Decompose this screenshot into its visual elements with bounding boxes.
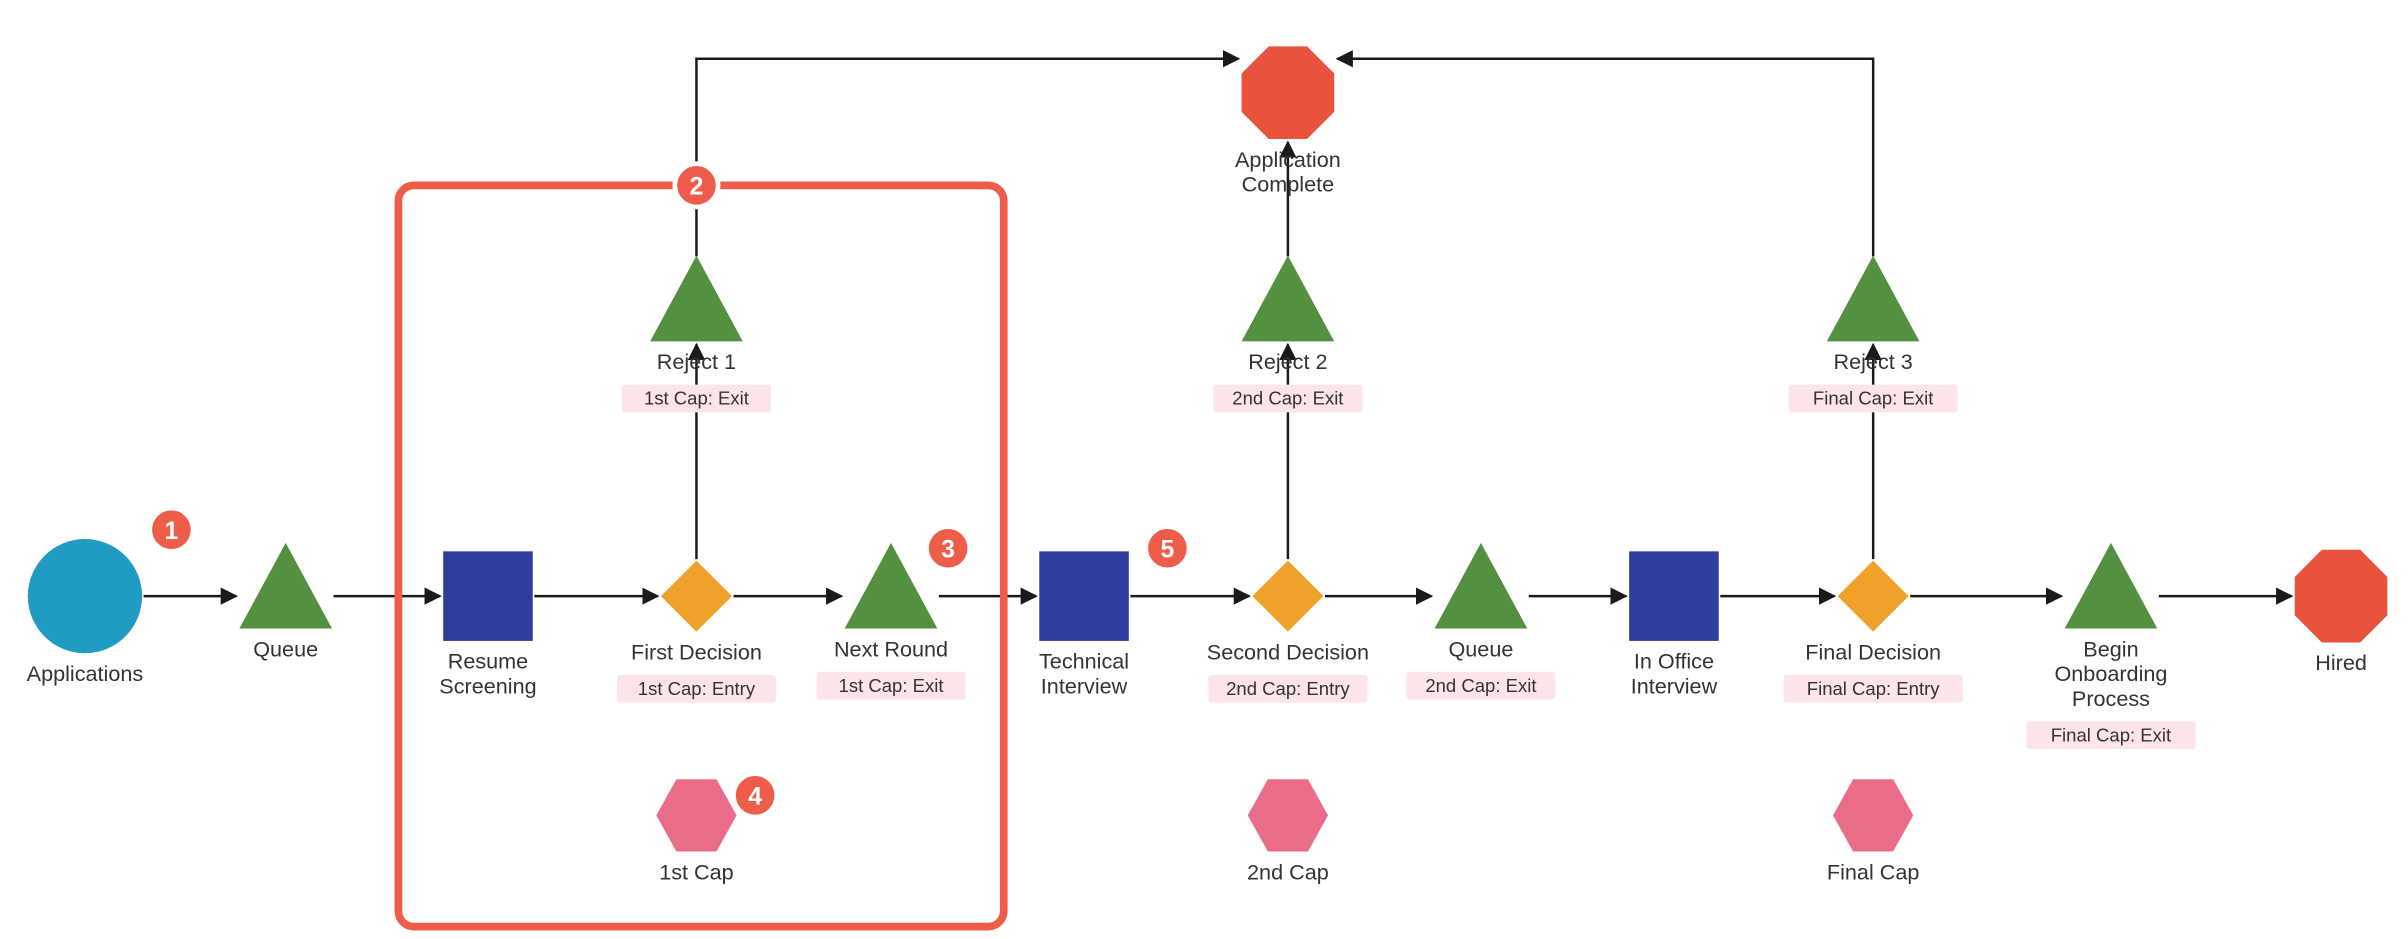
node-reject3: Reject 3 Final Cap: Exit — [1789, 256, 1958, 413]
node-label: Applications — [27, 661, 144, 686]
callout-label: 4 — [748, 783, 762, 810]
node-final_dec: Final Decision Final Cap: Entry — [1784, 561, 1963, 703]
node-label: Interview — [1041, 673, 1128, 698]
node-label: Complete — [1242, 172, 1334, 197]
node-tech: TechnicalInterview — [1039, 551, 1129, 698]
node-tag: Final Cap: Exit — [1813, 388, 1934, 409]
callout-label: 5 — [1161, 536, 1175, 563]
node-label: Screening — [439, 673, 536, 698]
node-onboard: BeginOnboardingProcess Final Cap: Exit — [2026, 543, 2195, 749]
node-label: Onboarding — [2054, 661, 2167, 686]
node-reject1: Reject 1 1st Cap: Exit — [622, 256, 771, 413]
node-tag: Final Cap: Exit — [2051, 724, 2172, 745]
node-label: Second Decision — [1207, 639, 1369, 664]
node-label: Final Cap — [1827, 859, 1919, 884]
node-tag: 1st Cap: Exit — [839, 675, 945, 696]
node-label: Hired — [2315, 650, 2367, 675]
node-label: Next Round — [834, 636, 948, 661]
node-label: First Decision — [631, 639, 762, 664]
node-label: 2nd Cap — [1247, 859, 1329, 884]
node-tag: 2nd Cap: Exit — [1232, 388, 1344, 409]
node-label: Reject 1 — [657, 349, 736, 374]
node-cap3: Final Cap — [1827, 779, 1919, 884]
node-tag: 2nd Cap: Exit — [1425, 675, 1537, 696]
node-office: In OfficeInterview — [1629, 551, 1719, 698]
node-queue2: Queue 2nd Cap: Exit — [1406, 543, 1555, 700]
node-second_dec: Second Decision 2nd Cap: Entry — [1207, 561, 1369, 703]
node-reject2: Reject 2 2nd Cap: Exit — [1213, 256, 1362, 413]
node-tag: 1st Cap: Exit — [644, 388, 750, 409]
edge-reject1-appcomplete — [696, 59, 1238, 257]
node-label: Begin — [2083, 636, 2138, 661]
node-label: Interview — [1631, 673, 1718, 698]
node-hired: Hired — [2295, 550, 2388, 675]
node-label: Resume — [448, 649, 528, 674]
nodes: Applications Queue ResumeScreening First De… — [27, 46, 2388, 884]
edge-reject3-appcomplete — [1337, 59, 1873, 257]
node-resume: ResumeScreening — [439, 551, 536, 698]
node-label: Reject 3 — [1834, 349, 1913, 374]
callouts: 1 2 3 4 5 — [150, 164, 1189, 817]
node-label: Final Decision — [1805, 639, 1941, 664]
node-first_dec: First Decision 1st Cap: Entry — [617, 561, 776, 703]
node-queue1: Queue — [239, 543, 332, 662]
callout-label: 3 — [941, 536, 955, 563]
node-cap2: 2nd Cap — [1247, 779, 1329, 884]
node-cap1: 1st Cap — [656, 779, 736, 884]
callout-label: 1 — [165, 518, 179, 545]
node-tag: Final Cap: Entry — [1807, 678, 1940, 699]
node-label: Queue — [253, 636, 318, 661]
node-appcomplete: ApplicationComplete — [1235, 46, 1341, 196]
node-label: Reject 2 — [1248, 349, 1327, 374]
flowchart-canvas: Applications Queue ResumeScreening First De… — [0, 0, 2408, 939]
node-label: 1st Cap — [659, 859, 733, 884]
node-label: Technical — [1039, 649, 1129, 674]
node-label: In Office — [1634, 649, 1714, 674]
callout-label: 2 — [690, 173, 704, 200]
node-label: Queue — [1448, 636, 1513, 661]
node-tag: 2nd Cap: Entry — [1226, 678, 1350, 699]
edges — [144, 59, 2292, 596]
node-applications: Applications — [27, 539, 144, 686]
node-label: Application — [1235, 147, 1341, 172]
node-label: Process — [2072, 686, 2150, 711]
node-tag: 1st Cap: Entry — [638, 678, 756, 699]
